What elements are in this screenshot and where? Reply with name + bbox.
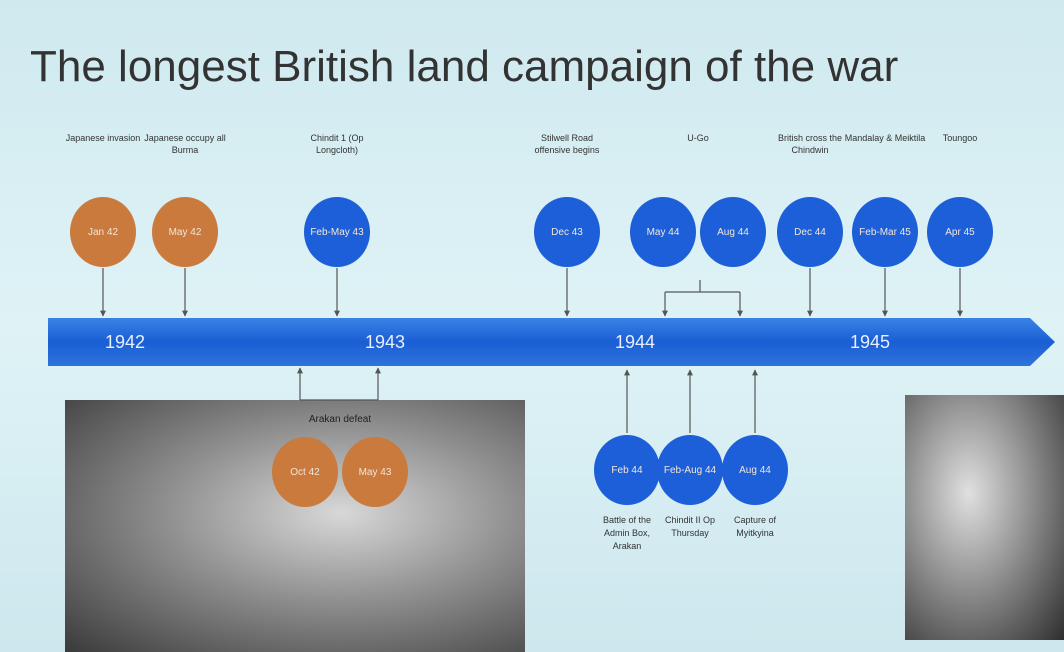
date-circle: May 42 xyxy=(152,197,218,267)
event-label: Arakan defeat xyxy=(290,414,390,425)
event-label: Capture of Myitkyina xyxy=(723,514,787,540)
year-label: 1944 xyxy=(595,332,675,353)
event-label: Chindit 1 (Op Longcloth) xyxy=(292,132,382,156)
event-label: Japanese occupy all Burma xyxy=(140,132,230,156)
event-label: Japanese invasion xyxy=(58,132,148,144)
date-circle: May 43 xyxy=(342,437,408,507)
year-label: 1943 xyxy=(345,332,425,353)
year-label: 1942 xyxy=(85,332,165,353)
date-circle: Feb-May 43 xyxy=(304,197,370,267)
date-circle: Aug 44 xyxy=(722,435,788,505)
slide: The longest British land campaign of the… xyxy=(0,0,1064,652)
year-label: 1945 xyxy=(830,332,910,353)
event-label: Chindit II Op Thursday xyxy=(658,514,722,540)
date-circle: Oct 42 xyxy=(272,437,338,507)
date-circle: Feb 44 xyxy=(594,435,660,505)
date-circle: May 44 xyxy=(630,197,696,267)
event-label: Battle of the Admin Box, Arakan xyxy=(595,514,659,553)
date-circle: Feb-Mar 45 xyxy=(852,197,918,267)
event-label: Toungoo xyxy=(915,132,1005,144)
title: The longest British land campaign of the… xyxy=(30,42,1030,92)
date-circle: Aug 44 xyxy=(700,197,766,267)
event-label: U-Go xyxy=(653,132,743,144)
date-circle: Dec 44 xyxy=(777,197,843,267)
date-circle: Apr 45 xyxy=(927,197,993,267)
date-circle: Jan 42 xyxy=(70,197,136,267)
date-circle: Feb-Aug 44 xyxy=(657,435,723,505)
event-label: Stilwell Road offensive begins xyxy=(522,132,612,156)
date-circle: Dec 43 xyxy=(534,197,600,267)
timeline xyxy=(0,0,1064,652)
